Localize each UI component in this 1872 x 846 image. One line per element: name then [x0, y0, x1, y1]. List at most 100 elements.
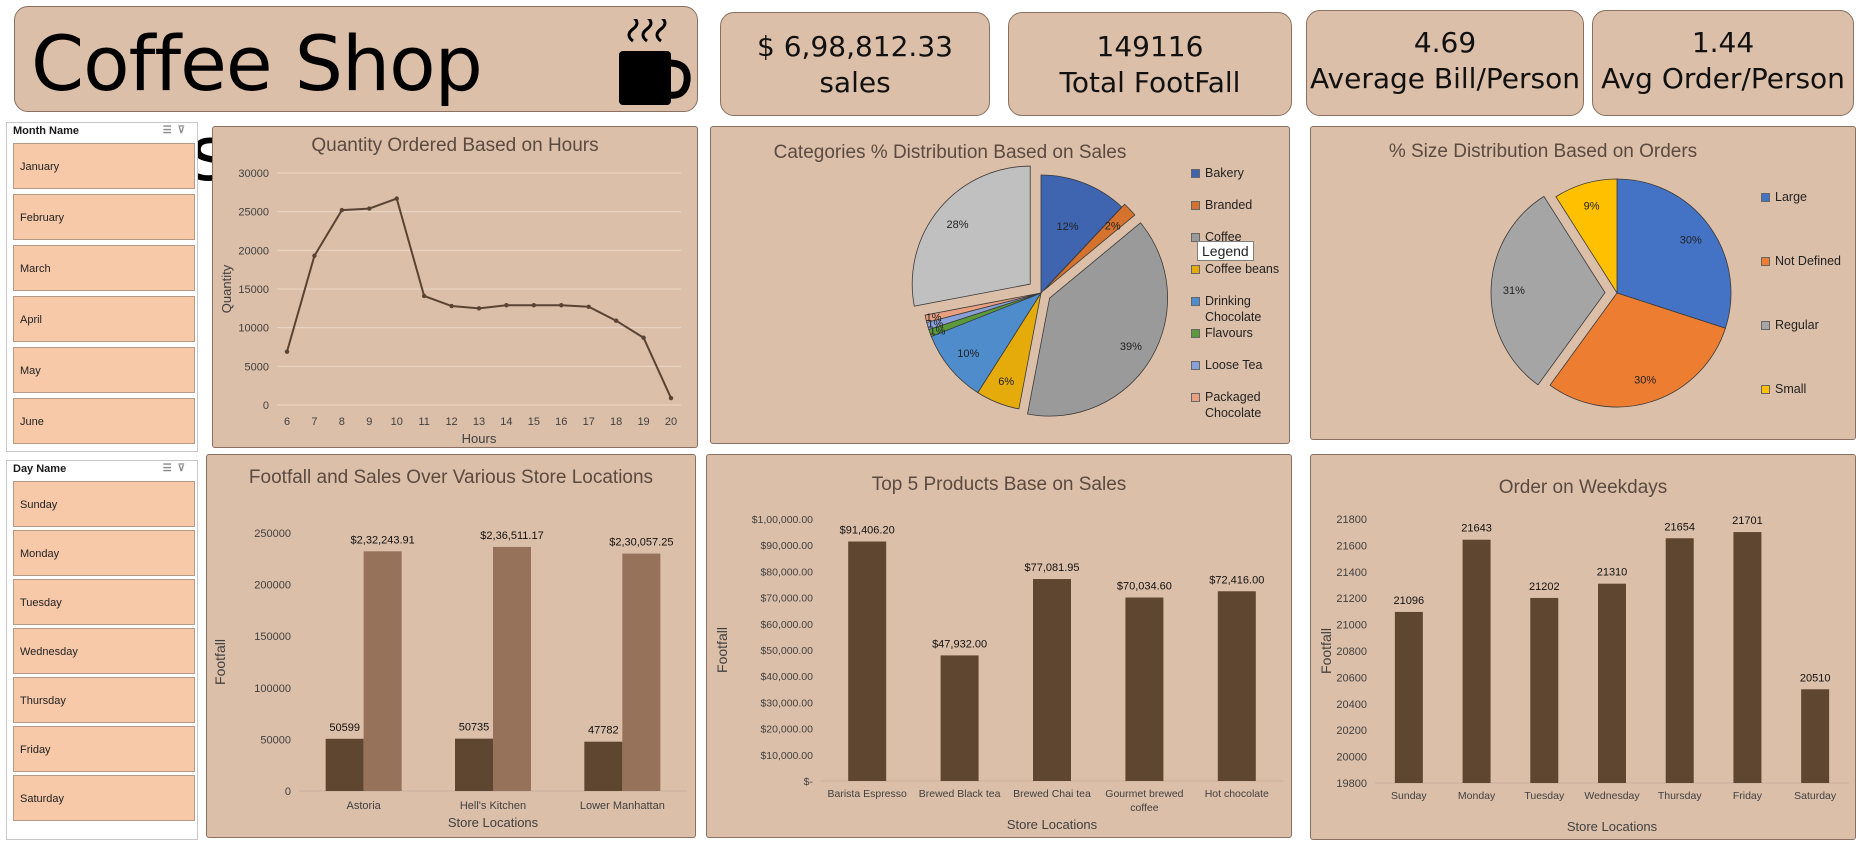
month-item-may[interactable]: May	[13, 347, 195, 393]
multi-select-icon[interactable]: ☰	[162, 463, 178, 474]
data-point	[504, 303, 509, 308]
legend-label: Not Defined	[1775, 254, 1842, 268]
month-item-january[interactable]: January	[13, 143, 195, 189]
y-tick-label: 19800	[1336, 778, 1367, 790]
x-tick-label: Brewed Black tea	[919, 788, 1001, 800]
day-item-saturday[interactable]: Saturday	[13, 775, 195, 821]
kpi-sales-label: sales	[819, 66, 891, 99]
legend-item[interactable]: Drinking Chocolate	[1191, 293, 1287, 325]
hours-line-chart: 0 5000 10000 15000 20000 25000 30000 6 7 8 9 10 11 12…	[219, 168, 681, 446]
legend-item[interactable]: Large	[1761, 189, 1855, 205]
products-chart-panel[interactable]: Top 5 Products Base on Sales $- $10,000.0…	[706, 454, 1292, 838]
products-chart-title: Top 5 Products Base on Sales	[871, 474, 1127, 495]
day-item-tuesday[interactable]: Tuesday	[13, 579, 195, 625]
x-tick-label: Wednesday	[1584, 790, 1640, 802]
bar	[1530, 597, 1559, 783]
stores-chart-panel[interactable]: Footfall and Sales Over Various Store Lo…	[206, 454, 696, 838]
bar-data-label: 21310	[1597, 567, 1628, 579]
pie-slice	[911, 165, 1031, 307]
kpi-footfall-value: 149116	[1096, 30, 1204, 63]
categories-chart-title: Categories % Distribution Based on Sales	[773, 142, 1127, 163]
y-tick-label: 20200	[1336, 725, 1367, 737]
x-tick-label: 20	[665, 416, 677, 428]
legend-item[interactable]: Regular	[1761, 317, 1855, 333]
day-item-wednesday[interactable]: Wednesday	[13, 628, 195, 674]
kpi-avg-order-label: Avg Order/Person	[1601, 62, 1845, 95]
legend-item[interactable]: Coffee beans	[1191, 261, 1287, 277]
y-tick-label: $30,000.00	[760, 697, 813, 709]
weekdays-chart-panel[interactable]: Order on Weekdays 19800 20000 20200 20400 20…	[1310, 454, 1856, 840]
x-tick-label: 15	[528, 416, 540, 428]
bar-data-label: $72,416.00	[1209, 574, 1264, 586]
data-point	[394, 196, 399, 201]
sizes-legend: Large Not Defined Regular Small	[1761, 189, 1855, 439]
legend-item[interactable]: Flavours	[1191, 325, 1287, 341]
legend-item[interactable]: Loose Tea	[1191, 357, 1287, 373]
day-item-friday[interactable]: Friday	[13, 726, 195, 772]
bar-data-label: $91,406.20	[840, 525, 895, 537]
day-item-monday[interactable]: Monday	[13, 530, 195, 576]
x-tick-label: 9	[366, 416, 372, 428]
sizes-chart-panel[interactable]: % Size Distribution Based on Orders 30% 3…	[1310, 126, 1856, 440]
legend-swatch	[1191, 393, 1200, 402]
pie-data-label: 6%	[998, 376, 1014, 388]
stores-chart-title: Footfall and Sales Over Various Store Lo…	[248, 467, 654, 488]
pie-data-label: 9%	[1584, 200, 1600, 212]
day-item-thursday[interactable]: Thursday	[13, 677, 195, 723]
y-tick-label: 20000	[1336, 752, 1367, 764]
pie-slice	[924, 292, 1042, 323]
legend-item[interactable]: Small	[1761, 381, 1855, 397]
title-card: Coffee Shop Sales	[14, 6, 698, 198]
bar	[1733, 532, 1762, 783]
bar	[493, 546, 531, 791]
clear-filter-icon[interactable]: ⊽	[177, 463, 191, 474]
data-point	[613, 318, 619, 323]
x-tick-label: Thursday	[1658, 790, 1703, 802]
day-item-sunday[interactable]: Sunday	[13, 481, 195, 527]
kpi-avg-bill-value: 4.69	[1413, 26, 1477, 59]
month-item-february[interactable]: February	[13, 194, 195, 240]
bar	[1801, 689, 1830, 783]
data-point	[367, 206, 372, 211]
bar-data-label: $70,034.60	[1117, 581, 1172, 593]
pie-data-label: 30%	[1634, 375, 1656, 387]
legend-swatch	[1761, 193, 1770, 202]
y-tick-label: $40,000.00	[760, 671, 813, 683]
y-tick-label: 21200	[1336, 593, 1367, 605]
month-item-april[interactable]: April	[13, 296, 195, 342]
bar-data-label: $47,932.00	[932, 638, 987, 650]
pie-data-label: 31%	[1503, 285, 1525, 297]
y-tick-label: 20800	[1336, 646, 1367, 658]
pie-slice	[1040, 174, 1123, 295]
legend-item[interactable]: Packaged Chocolate	[1191, 389, 1287, 421]
legend-item[interactable]: Not Defined	[1761, 253, 1855, 269]
legend-item[interactable]: Coffee	[1191, 229, 1287, 245]
y-tick-label: $80,000.00	[760, 566, 813, 578]
y-tick-label: 50000	[260, 734, 291, 746]
month-item-march[interactable]: March	[13, 245, 195, 291]
weekdays-chart-title: Order on Weekdays	[1498, 477, 1668, 498]
kpi-footfall-label: Total FootFall	[1059, 66, 1241, 99]
bar	[363, 551, 402, 791]
pie-slice	[930, 292, 1042, 394]
x-axis-title: Store Locations	[448, 815, 539, 830]
categories-chart-panel[interactable]: Categories % Distribution Based on Sales…	[710, 126, 1290, 444]
multi-select-icon[interactable]: ☰	[162, 125, 178, 136]
bar-data-label: 21654	[1664, 521, 1695, 533]
data-point	[531, 303, 537, 308]
legend-item[interactable]: Branded	[1191, 197, 1287, 213]
legend-label: Regular	[1775, 318, 1819, 332]
x-tick-label: Friday	[1733, 790, 1763, 802]
bar-data-label: 47782	[588, 725, 619, 737]
x-tick-label: 6	[284, 416, 290, 428]
categories-pie-chart: 12% 2%39%6%10%1%1%1%28%	[911, 165, 1169, 417]
y-tick-label: 250000	[254, 528, 291, 540]
kpi-avg-order-card: 1.44 Avg Order/Person	[1592, 10, 1854, 116]
legend-swatch	[1191, 329, 1200, 338]
hours-chart-panel[interactable]: Quantity Ordered Based on Hours 0 5000 100…	[212, 126, 698, 448]
clear-filter-icon[interactable]: ⊽	[177, 125, 191, 136]
pie-slice	[1616, 178, 1732, 329]
legend-item[interactable]: Bakery	[1191, 165, 1287, 181]
month-item-june[interactable]: June	[13, 398, 195, 444]
pie-slice	[1549, 292, 1726, 408]
